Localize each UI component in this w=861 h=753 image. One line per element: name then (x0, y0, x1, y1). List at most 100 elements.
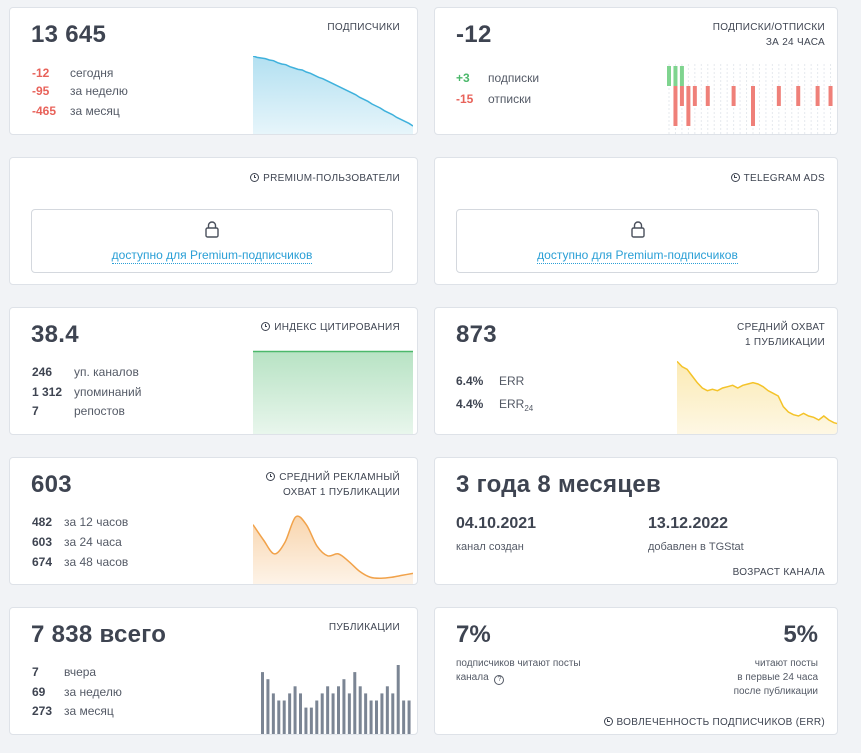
publication-bar (288, 693, 292, 734)
note-line: в первые 24 часа (737, 672, 818, 683)
question-icon[interactable]: ? (494, 675, 505, 685)
engagement-left-value: 7% (456, 621, 491, 648)
subscribers-count: 13 645 (31, 21, 107, 48)
title-text: СРЕДНИЙ РЕКЛАМНЫЙ (279, 472, 400, 483)
unsubscribe-bar (828, 86, 833, 106)
publication-bar (407, 700, 411, 734)
stat-label: отписки (488, 92, 532, 106)
premium-locked-box: доступно для Premium-подписчиков (31, 209, 393, 273)
publication-bar (337, 686, 340, 734)
note-line: после публикации (733, 686, 818, 697)
subs-unsubs-bar-chart[interactable] (665, 60, 833, 135)
avg-reach-value: 873 (456, 321, 497, 348)
engagement-card[interactable]: 7% подписчиков читают посты канала ? 5% … (434, 607, 838, 735)
stat-value: 6.4% (456, 374, 484, 388)
stat-value: 603 (32, 535, 53, 549)
stat-value: -15 (456, 92, 474, 106)
citation-area-chart[interactable] (253, 348, 413, 435)
avg-reach-card[interactable]: 873 СРЕДНИЙ ОХВАТ 1 ПУБЛИКАЦИИ 6.4% ERR 4… (434, 307, 838, 435)
stat-label: за месяц (70, 104, 120, 118)
stat-value: 4.4% (456, 397, 484, 411)
stat-row-err: 6.4% ERR (456, 371, 524, 391)
subs-unsubs-title: ПОДПИСКИ/ОТПИСКИ ЗА 24 ЧАСА (713, 20, 825, 50)
publication-bar (364, 693, 368, 734)
publication-bar (266, 679, 270, 734)
stat-label: за 12 часов (64, 515, 129, 529)
publication-bar (375, 700, 378, 734)
citation-index-card[interactable]: 38.4 ИНДЕКС ЦИТИРОВАНИЯ 246 уп. каналов 1… (9, 307, 418, 435)
stat-value: 674 (32, 555, 53, 569)
unsubscribe-bar (731, 86, 736, 106)
stat-value: 7 (32, 404, 39, 418)
info-icon[interactable] (266, 472, 276, 481)
title-line: ПОДПИСКИ/ОТПИСКИ (712, 22, 825, 33)
stat-value: 69 (32, 685, 46, 699)
stat-label: уп. каналов (74, 365, 139, 379)
stat-label: за неделю (64, 685, 122, 699)
stat-value: -95 (32, 84, 50, 98)
stat-label: за неделю (70, 84, 128, 98)
stat-row-mentions: 1 312 упоминаний (32, 382, 141, 402)
stat-row-today: -12 сегодня (32, 63, 113, 83)
subscribers-title: ПОДПИСЧИКИ (327, 22, 400, 33)
publications-bar-chart[interactable] (260, 663, 412, 735)
info-icon[interactable] (261, 322, 271, 331)
subs-unsubs-card[interactable]: -12 ПОДПИСКИ/ОТПИСКИ ЗА 24 ЧАСА +3 подпис… (434, 7, 838, 135)
publication-bar (326, 686, 330, 734)
chart-area-fill (253, 516, 413, 584)
subscribers-area-chart[interactable] (253, 56, 413, 135)
subscribers-card[interactable]: 13 645 ПОДПИСЧИКИ -12 сегодня -95 за недел… (9, 7, 418, 135)
avg-reach-area-chart[interactable] (677, 356, 838, 435)
premium-users-card[interactable]: PREMIUM-ПОЛЬЗОВАТЕЛИ доступно для Premiu… (9, 157, 418, 285)
info-icon[interactable] (603, 717, 613, 726)
stat-label: ERR (499, 374, 525, 388)
publications-card[interactable]: 7 838 всего ПУБЛИКАЦИИ 7 вчера 69 за недел… (9, 607, 418, 735)
ad-reach-area-chart[interactable] (253, 513, 413, 585)
stat-row-week: 69 за неделю (32, 682, 122, 702)
stat-label: за месяц (64, 704, 114, 718)
engagement-title: ВОВЛЕЧЕННОСТЬ ПОДПИСЧИКОВ (ERR) (603, 715, 825, 730)
publication-bar (347, 693, 351, 734)
stat-row-err24: 4.4% ERR24 (456, 394, 533, 414)
chart-series-line (253, 515, 413, 579)
stat-row-month: 273 за месяц (32, 701, 114, 721)
publication-bar (380, 693, 384, 734)
title-text: ИНДЕКС ЦИТИРОВАНИЯ (274, 322, 400, 333)
publication-bar (391, 693, 395, 734)
publication-bar (353, 672, 357, 734)
unsubscribe-bar (815, 86, 820, 106)
telegram-ads-title: TELEGRAM ADS (730, 171, 825, 186)
premium-link[interactable]: доступно для Premium-подписчиков (111, 248, 313, 264)
publication-bar (277, 700, 281, 734)
subscribe-bar (679, 66, 684, 86)
stat-row-week: -95 за неделю (32, 81, 128, 101)
premium-link[interactable]: доступно для Premium-подписчиков (537, 248, 738, 264)
telegram-ads-card[interactable]: TELEGRAM ADS доступно для Premium-подпис… (434, 157, 838, 285)
stat-value: +3 (456, 71, 470, 85)
stat-row-month: -465 за месяц (32, 101, 120, 121)
ad-reach-card[interactable]: 603 СРЕДНИЙ РЕКЛАМНЫЙ ОХВАТ 1 ПУБЛИКАЦИИ… (9, 457, 418, 585)
err-label: ERR (499, 397, 525, 411)
info-icon[interactable] (250, 173, 260, 182)
stat-label: подписки (488, 71, 540, 85)
chart-series-line (253, 56, 413, 127)
note-line: канала ? (456, 671, 581, 685)
stat-row-48h: 674 за 48 часов (32, 552, 128, 572)
engagement-right-value: 5% (783, 621, 818, 648)
title-line: СРЕДНИЙ ОХВАТ (737, 322, 825, 333)
ad-reach-value: 603 (31, 471, 72, 498)
stat-row-subs: +3 подписки (456, 68, 539, 88)
unsubscribe-bar (751, 86, 755, 126)
publication-bar (369, 700, 373, 734)
ad-reach-title: СРЕДНИЙ РЕКЛАМНЫЙ ОХВАТ 1 ПУБЛИКАЦИИ (266, 470, 400, 500)
stat-row-yesterday: 7 вчера (32, 662, 96, 682)
unsubscribe-bar (796, 86, 801, 106)
publication-bar (385, 686, 389, 734)
channel-age-card[interactable]: 3 года 8 месяцев 04.10.2021 канал создан… (434, 457, 838, 585)
lock-icon (630, 221, 645, 238)
publication-bar (358, 686, 362, 734)
subscribe-bar (673, 66, 678, 86)
info-icon[interactable] (730, 173, 740, 182)
title-text: TELEGRAM ADS (743, 173, 825, 184)
stat-value: 7 (32, 665, 39, 679)
